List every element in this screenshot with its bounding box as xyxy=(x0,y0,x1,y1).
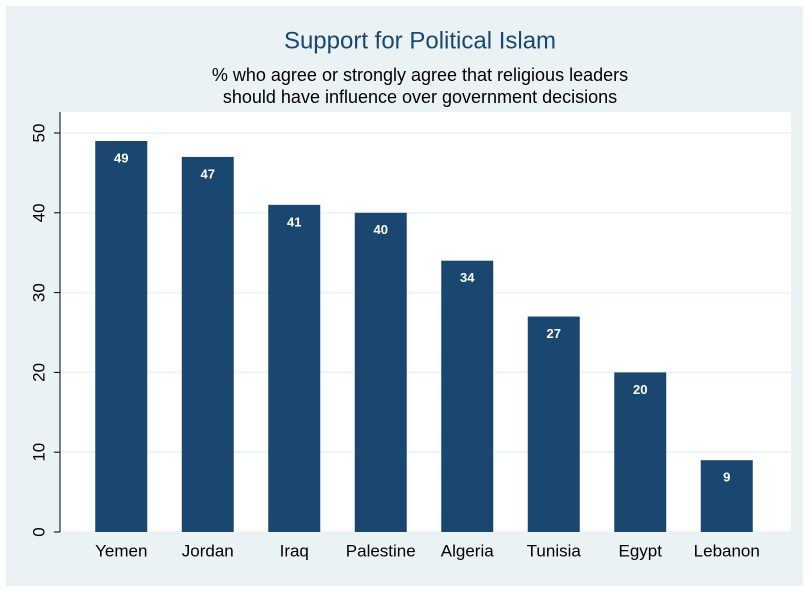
y-tick-label: 20 xyxy=(29,363,48,382)
chart-title: Support for Political Islam xyxy=(284,27,556,54)
bar xyxy=(354,212,407,533)
value-label: 41 xyxy=(287,214,301,229)
y-tick-label: 0 xyxy=(29,527,48,536)
x-tick-label: Algeria xyxy=(441,541,494,560)
x-tick-label: Tunisia xyxy=(527,541,582,560)
value-label: 9 xyxy=(723,470,730,485)
x-tick-label: Iraq xyxy=(280,541,309,560)
bar xyxy=(527,316,580,532)
y-tick-label: 10 xyxy=(29,443,48,462)
value-label: 27 xyxy=(547,326,561,341)
value-label: 20 xyxy=(633,382,647,397)
x-tick-label: Lebanon xyxy=(694,541,760,560)
bar xyxy=(181,156,234,532)
x-tick-label: Palestine xyxy=(346,541,416,560)
chart-subtitle: % who agree or strongly agree that relig… xyxy=(212,65,628,85)
value-label: 40 xyxy=(374,222,388,237)
y-tick-label: 50 xyxy=(29,124,48,143)
y-tick-label: 30 xyxy=(29,283,48,302)
value-label: 49 xyxy=(114,150,128,165)
x-tick-label: Yemen xyxy=(95,541,147,560)
value-label: 47 xyxy=(201,166,215,181)
bar xyxy=(614,372,667,532)
bar xyxy=(700,460,753,532)
y-tick-label: 40 xyxy=(29,203,48,222)
plot-area xyxy=(60,112,791,532)
value-label: 34 xyxy=(460,270,475,285)
x-tick-label: Jordan xyxy=(182,541,234,560)
bar xyxy=(268,204,321,532)
bar xyxy=(441,260,494,532)
bar xyxy=(95,140,148,533)
x-tick-label: Egypt xyxy=(619,541,663,560)
chart-subtitle: should have influence over government de… xyxy=(223,87,617,107)
